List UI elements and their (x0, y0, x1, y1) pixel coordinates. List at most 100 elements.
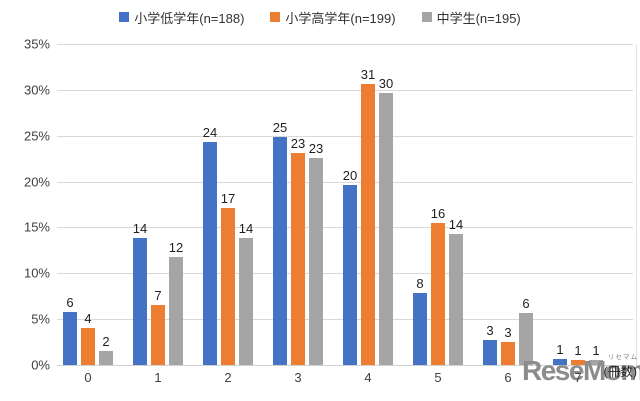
gridline (57, 135, 633, 137)
bar-value-label: 1 (592, 342, 600, 358)
bar-value-label: 1 (556, 341, 564, 357)
bar-cell: 6 (519, 44, 533, 365)
y-tick-label: 5% (31, 311, 50, 327)
bar-cell: 2 (99, 44, 113, 365)
legend-label: 小学低学年(n=188) (134, 10, 245, 26)
bar-小学高学年(n=199)-3 (291, 153, 305, 365)
resemom-logo: リセマム ReseMom (522, 354, 640, 387)
bar-cell: 14 (449, 44, 463, 365)
y-tick-label: 25% (23, 128, 50, 144)
y-tick-label: 35% (23, 36, 50, 52)
legend-swatch-icon (119, 12, 130, 22)
bar-value-label: 20 (342, 168, 358, 184)
bar-value-label: 17 (220, 191, 236, 207)
x-tick-label-4: 4 (364, 370, 372, 385)
bar-value-label: 25 (272, 119, 288, 135)
bar-cell: 23 (291, 44, 305, 365)
x-unit-label: (冊数) (603, 365, 637, 379)
bar-value-label: 3 (504, 325, 512, 341)
bar-小学高学年(n=199)-7 (571, 359, 585, 365)
legend-label: 小学高学年(n=199) (285, 10, 396, 26)
bar-小学低学年(n=188)-5 (413, 292, 427, 365)
resemom-logo-ruby: リセマム (608, 354, 638, 361)
bar-中学生(n=195)-4 (379, 92, 393, 365)
bar-小学低学年(n=188)-6 (483, 340, 497, 365)
bar-小学低学年(n=188)-1 (133, 238, 147, 365)
bar-group-2: 24 17 14 (193, 44, 263, 365)
x-tick-label-1: 1 (154, 370, 162, 385)
x-tick-label-5: 5 (434, 370, 442, 385)
bar-value-label: 12 (168, 239, 184, 255)
bar-cell: 23 (309, 44, 323, 365)
bar-小学低学年(n=188)-0 (63, 311, 77, 365)
bar-group-4: 20 31 30 (333, 44, 403, 365)
bar-cell: 1 (571, 44, 585, 365)
bar-value-label: 24 (202, 125, 218, 141)
bar-中学生(n=195)-0 (99, 351, 113, 365)
bar-value-label: 6 (522, 295, 530, 311)
legend: 小学低学年(n=188) 小学高学年(n=199) 中学生(n=195) (0, 7, 640, 27)
x-tick-label-0: 0 (84, 370, 92, 385)
bars-layer: 6 4 2 14 7 12 24 17 14 25 23 23 20 31 30 8 16 14 3 3 6 1 1 1 (53, 44, 613, 365)
bar-value-label: 6 (66, 294, 74, 310)
legend-item-0: 小学低学年(n=188) (119, 8, 244, 27)
legend-swatch-icon (270, 12, 281, 22)
bar-小学高学年(n=199)-2 (221, 208, 235, 365)
y-tick-label: 10% (23, 265, 50, 281)
bar-小学高学年(n=199)-4 (361, 84, 375, 365)
plot-area: 6 4 2 14 7 12 24 17 14 25 23 23 20 31 30 8 16 14 3 3 6 1 1 1 (57, 44, 633, 366)
bar-value-label: 2 (102, 334, 110, 350)
bar-中学生(n=195)-1 (169, 256, 183, 365)
bar-group-3: 25 23 23 (263, 44, 333, 365)
bar-cell: 6 (63, 44, 77, 365)
legend-item-1: 小学高学年(n=199) (270, 8, 396, 27)
bar-value-label: 3 (486, 323, 494, 339)
bar-cell: 1 (553, 44, 567, 365)
y-tick-label: 30% (23, 82, 50, 98)
bar-中学生(n=195)-2 (239, 237, 253, 365)
bar-小学高学年(n=199)-0 (81, 328, 95, 365)
bar-value-label: 7 (154, 288, 162, 304)
bar-中学生(n=195)-3 (309, 157, 323, 365)
legend-swatch-icon (421, 12, 432, 22)
x-tick-label-3: 3 (294, 370, 302, 385)
y-tick-label: 0% (31, 357, 50, 373)
bar-value-label: 30 (378, 75, 394, 91)
bar-小学低学年(n=188)-7 (553, 358, 567, 365)
bar-cell: 14 (133, 44, 147, 365)
bar-value-label: 16 (430, 205, 446, 221)
bar-小学低学年(n=188)-3 (273, 136, 287, 365)
bar-value-label: 1 (574, 342, 582, 358)
bar-cell: 16 (431, 44, 445, 365)
bar-cell: 31 (361, 44, 375, 365)
bar-中学生(n=195)-7 (589, 359, 603, 365)
bar-cell: 12 (169, 44, 183, 365)
bar-cell: 1 (589, 44, 603, 365)
bar-cell: 8 (413, 44, 427, 365)
bar-小学高学年(n=199)-1 (151, 305, 165, 365)
bar-cell: 17 (221, 44, 235, 365)
x-tick-label-7: 7 (574, 370, 582, 385)
bar-cell: 24 (203, 44, 217, 365)
bar-value-label: 8 (416, 275, 424, 291)
bar-cell: 3 (483, 44, 497, 365)
plot-right-border (636, 44, 637, 366)
bar-小学高学年(n=199)-5 (431, 222, 445, 365)
bar-cell: 3 (501, 44, 515, 365)
bar-中学生(n=195)-5 (449, 233, 463, 365)
bar-value-label: 23 (290, 136, 306, 152)
gridline (57, 181, 633, 183)
bar-value-label: 23 (308, 140, 324, 156)
legend-item-2: 中学生(n=195) (421, 8, 521, 27)
bar-cell: 7 (151, 44, 165, 365)
bar-value-label: 14 (448, 216, 464, 232)
bar-cell: 20 (343, 44, 357, 365)
legend-label: 中学生(n=195) (436, 10, 521, 26)
x-tick-label-2: 2 (224, 370, 232, 385)
bar-group-1: 14 7 12 (123, 44, 193, 365)
bar-cell: 4 (81, 44, 95, 365)
gridline (57, 89, 633, 91)
